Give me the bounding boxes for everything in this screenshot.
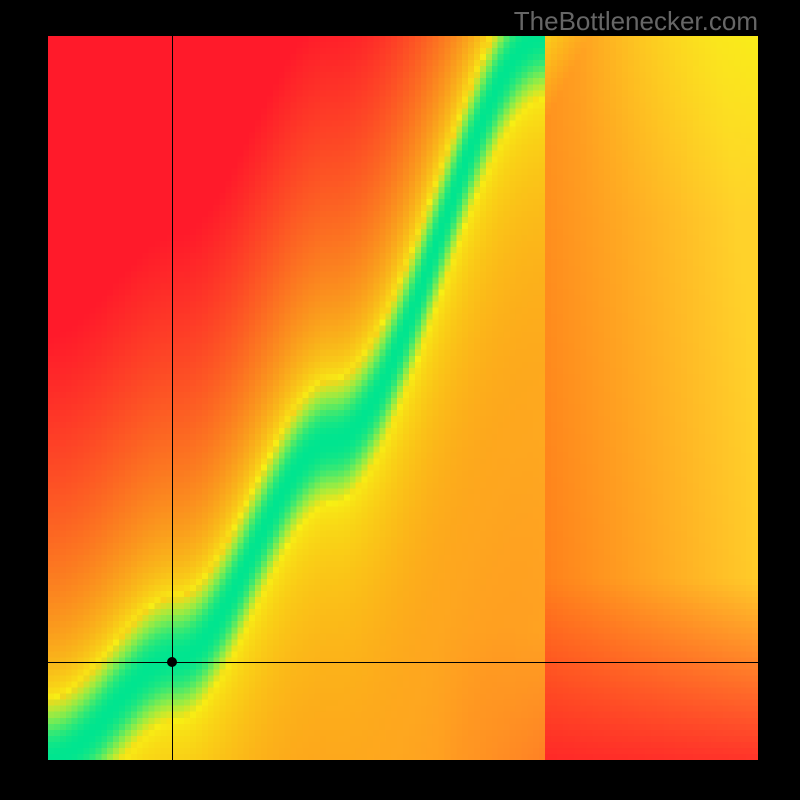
bottleneck-heatmap <box>48 36 758 760</box>
crosshair-vertical <box>172 36 173 760</box>
crosshair-horizontal <box>48 662 758 663</box>
chart-container: TheBottlenecker.com <box>0 0 800 800</box>
watermark-text: TheBottlenecker.com <box>514 6 758 37</box>
